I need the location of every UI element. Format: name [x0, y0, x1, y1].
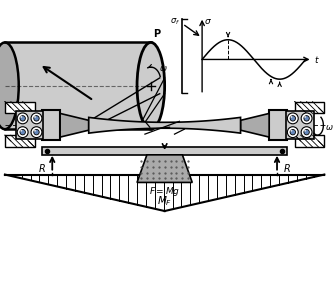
- Circle shape: [34, 116, 39, 121]
- Text: $t$: $t$: [315, 54, 320, 65]
- Circle shape: [304, 129, 309, 135]
- Circle shape: [20, 130, 22, 132]
- Text: $F=Mg$: $F=Mg$: [149, 185, 180, 198]
- Bar: [42, 110, 60, 140]
- Text: $\omega$: $\omega$: [325, 123, 334, 132]
- Circle shape: [31, 113, 42, 124]
- Ellipse shape: [137, 42, 165, 129]
- Circle shape: [20, 116, 25, 121]
- Text: $M_F$: $M_F$: [157, 194, 172, 208]
- Bar: [5, 135, 34, 147]
- Circle shape: [20, 129, 25, 135]
- Circle shape: [17, 127, 28, 137]
- Bar: [295, 102, 324, 113]
- Polygon shape: [89, 117, 240, 133]
- Circle shape: [301, 113, 312, 124]
- Circle shape: [290, 129, 296, 135]
- Bar: [16, 111, 43, 139]
- Bar: [42, 147, 287, 155]
- Circle shape: [17, 113, 28, 124]
- Circle shape: [290, 116, 292, 118]
- Polygon shape: [137, 155, 192, 183]
- Bar: [269, 110, 287, 140]
- Text: $\sigma$: $\sigma$: [204, 17, 212, 26]
- Text: $\omega$: $\omega$: [159, 64, 167, 73]
- Circle shape: [290, 116, 296, 121]
- Bar: [286, 111, 314, 139]
- Circle shape: [34, 130, 36, 132]
- Circle shape: [20, 116, 22, 118]
- Text: $R$: $R$: [283, 162, 291, 174]
- Circle shape: [34, 129, 39, 135]
- Circle shape: [34, 116, 36, 118]
- Text: $R$: $R$: [38, 162, 46, 174]
- Ellipse shape: [0, 42, 19, 129]
- Circle shape: [301, 127, 312, 137]
- Circle shape: [31, 127, 42, 137]
- Bar: [295, 135, 324, 147]
- Circle shape: [304, 130, 306, 132]
- Circle shape: [304, 116, 309, 121]
- Text: $\sigma_f$: $\sigma_f$: [170, 17, 180, 27]
- Polygon shape: [60, 113, 89, 137]
- Bar: [5, 42, 151, 129]
- Circle shape: [304, 116, 306, 118]
- Text: P: P: [153, 30, 160, 40]
- Polygon shape: [240, 113, 269, 137]
- Circle shape: [290, 130, 292, 132]
- Circle shape: [287, 127, 298, 137]
- Bar: [5, 102, 34, 113]
- Circle shape: [287, 113, 298, 124]
